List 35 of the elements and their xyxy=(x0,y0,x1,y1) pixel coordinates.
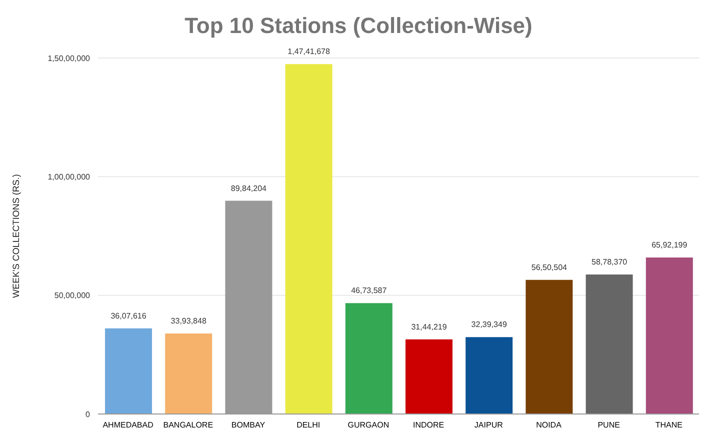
data-label: 32,39,349 xyxy=(471,320,508,330)
data-label: 58,78,370 xyxy=(592,257,628,266)
y-tick-label: 1,50,00,000 xyxy=(48,54,91,63)
x-tick-label: JAIPUR xyxy=(474,420,504,430)
x-tick-label: BOMBAY xyxy=(231,420,266,430)
y-tick-label: 1,00,00,000 xyxy=(48,172,91,182)
bar xyxy=(466,337,513,414)
bar xyxy=(165,333,212,414)
bar xyxy=(345,303,392,414)
x-tick-label: GURGAON xyxy=(348,420,390,430)
x-tick-label: THANE xyxy=(655,420,683,430)
x-tick-label: NOIDA xyxy=(536,420,562,430)
data-label: 89,84,204 xyxy=(230,184,268,193)
y-axis-title: WEEK'S COLLECTIONS (RS.) xyxy=(11,174,22,298)
bar xyxy=(586,274,633,414)
chart-title: Top 10 Stations (Collection-Wise) xyxy=(184,12,534,40)
data-label: 65,92,199 xyxy=(652,240,688,250)
bar xyxy=(526,280,573,414)
bar xyxy=(406,339,452,414)
bar xyxy=(105,328,152,414)
x-tick-label: AHMEDABAD xyxy=(102,420,154,430)
x-tick-label: BANGALORE xyxy=(163,420,214,430)
y-tick-label: 0 xyxy=(86,410,91,419)
x-tick-label: PUNE xyxy=(598,420,620,430)
data-label: 36,07,616 xyxy=(110,311,147,320)
data-label: 31,44,219 xyxy=(411,322,448,332)
x-tick-label: INDORE xyxy=(412,420,444,430)
data-label: 56,50,504 xyxy=(531,262,568,272)
bar xyxy=(646,258,693,414)
data-label: 1,47,41,678 xyxy=(288,47,330,56)
x-tick-label: DELHI xyxy=(296,420,320,430)
data-label: 46,73,587 xyxy=(351,286,388,296)
data-label: 33,93,848 xyxy=(170,316,207,326)
y-tick-label: 50,00,000 xyxy=(54,291,91,300)
bar xyxy=(285,64,332,414)
